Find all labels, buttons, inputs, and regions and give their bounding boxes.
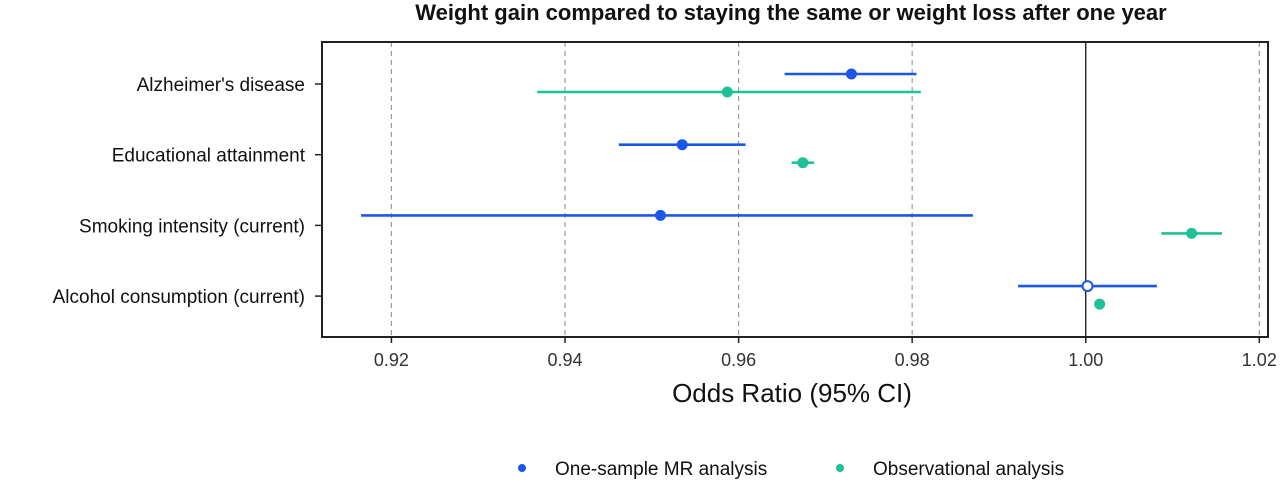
legend-marker-observational xyxy=(836,464,844,472)
x-tick-label: 1.00 xyxy=(1068,350,1103,370)
x-tick-label: 0.98 xyxy=(895,350,930,370)
legend-label-observational: Observational analysis xyxy=(873,459,1064,480)
point-observational xyxy=(721,86,733,98)
plot-frame xyxy=(321,41,1269,338)
point-one-sample-mr xyxy=(676,139,688,151)
x-axis-ticks: 0.92 0.94 0.96 0.98 1.00 1.02 xyxy=(374,337,1277,370)
x-tick-label: 0.96 xyxy=(721,350,756,370)
category-label: Alzheimer's disease xyxy=(137,75,305,96)
point-one-sample-mr xyxy=(1081,280,1094,293)
legend-label-one-sample-mr: One-sample MR analysis xyxy=(555,459,767,480)
point-observational xyxy=(1094,298,1106,310)
x-tick-label: 1.02 xyxy=(1242,350,1277,370)
legend: One-sample MR analysis Observational ana… xyxy=(518,459,1064,480)
chart-title: Weight gain compared to staying the same… xyxy=(415,0,1167,25)
legend-marker-one-sample-mr xyxy=(518,464,526,472)
category-label: Educational attainment xyxy=(112,146,306,167)
category-labels: Alzheimer's disease Educational attainmen… xyxy=(53,75,322,308)
x-tick-label: 0.92 xyxy=(374,350,409,370)
data-marks xyxy=(361,68,1223,310)
point-one-sample-mr xyxy=(845,68,857,80)
point-one-sample-mr xyxy=(654,209,666,221)
point-observational xyxy=(1186,227,1198,239)
point-observational xyxy=(797,157,809,169)
x-tick-label: 0.94 xyxy=(547,350,582,370)
category-label: Smoking intensity (current) xyxy=(79,216,305,237)
x-axis-label: Odds Ratio (95% CI) xyxy=(672,378,912,408)
category-label: Alcohol consumption (current) xyxy=(53,287,305,308)
gridlines xyxy=(390,42,1260,337)
